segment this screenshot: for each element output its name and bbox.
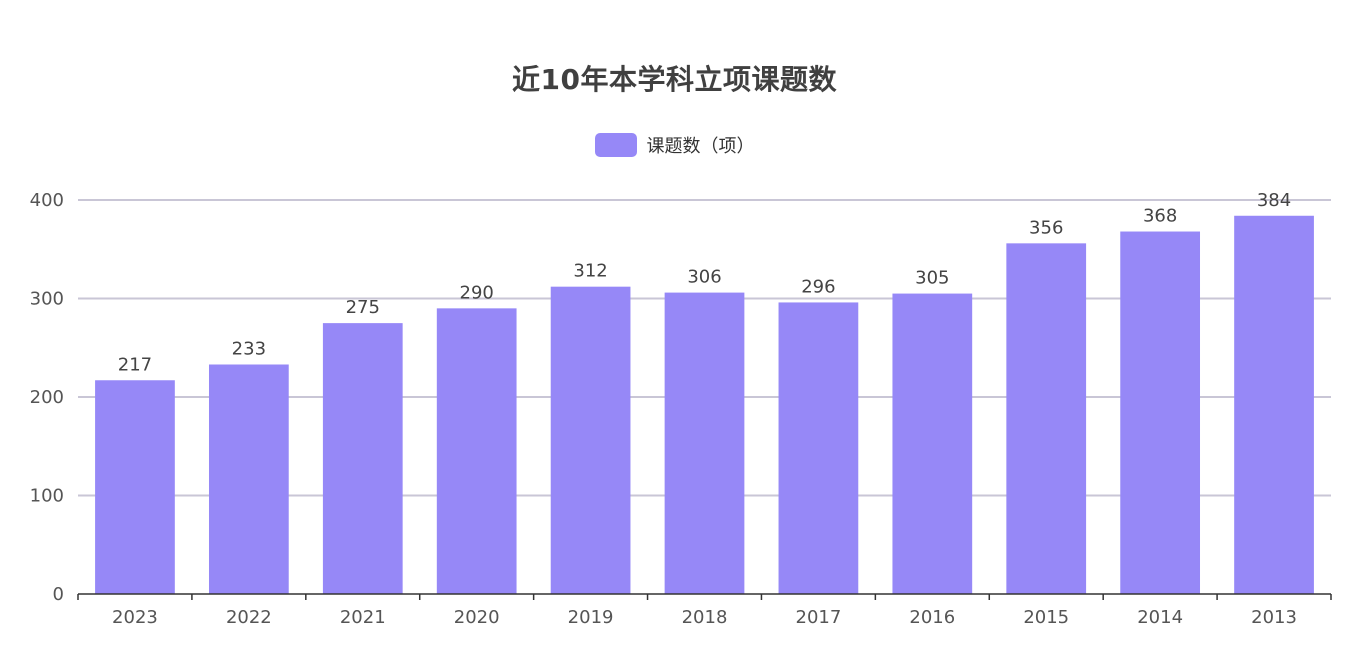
bar — [664, 292, 745, 594]
data-label: 312 — [573, 261, 607, 282]
bar — [892, 293, 973, 594]
legend-swatch — [594, 133, 637, 157]
x-tick-label: 2019 — [568, 607, 614, 628]
data-label: 356 — [1029, 217, 1063, 238]
data-label: 275 — [346, 297, 380, 318]
x-tick-label: 2015 — [1023, 607, 1069, 628]
data-label: 233 — [232, 338, 266, 359]
y-tick-label: 0 — [53, 584, 64, 605]
bar — [436, 308, 517, 594]
data-label: 290 — [460, 282, 494, 303]
data-label: 384 — [1257, 190, 1291, 211]
x-tick-label: 2020 — [454, 607, 500, 628]
bar — [208, 364, 289, 594]
y-tick-label: 200 — [30, 387, 64, 408]
y-tick-label: 100 — [30, 486, 64, 507]
data-label: 368 — [1143, 206, 1177, 227]
x-tick-label: 2017 — [796, 607, 842, 628]
axes — [77, 593, 1332, 600]
x-tick-label: 2023 — [112, 607, 158, 628]
data-label: 296 — [801, 276, 835, 297]
bar — [1120, 231, 1201, 594]
data-label: 217 — [118, 354, 152, 375]
x-tick-label: 2014 — [1137, 607, 1183, 628]
bar — [778, 302, 859, 594]
x-tick-label: 2021 — [340, 607, 386, 628]
chart-title: 近10年本学科立项课题数 — [512, 63, 837, 96]
y-tick-label: 300 — [30, 289, 64, 310]
legend[interactable]: 课题数（项） — [0, 132, 1349, 158]
bar — [1234, 215, 1314, 594]
bars — [95, 215, 1314, 594]
labels: 0 100 200 300 400 217 2023 233 2022 275 2021 290 202… — [30, 190, 1297, 628]
bar — [550, 286, 631, 594]
bar — [322, 323, 403, 594]
data-label: 305 — [915, 268, 949, 289]
x-tick-label: 2016 — [909, 607, 955, 628]
bar — [1006, 243, 1087, 594]
x-tick-label: 2018 — [682, 607, 728, 628]
bar — [95, 380, 175, 594]
y-tick-label: 400 — [30, 190, 64, 211]
data-label: 306 — [687, 267, 721, 288]
legend-label: 课题数（项） — [646, 136, 755, 157]
x-tick-label: 2013 — [1251, 607, 1297, 628]
x-tick-label: 2022 — [226, 607, 272, 628]
